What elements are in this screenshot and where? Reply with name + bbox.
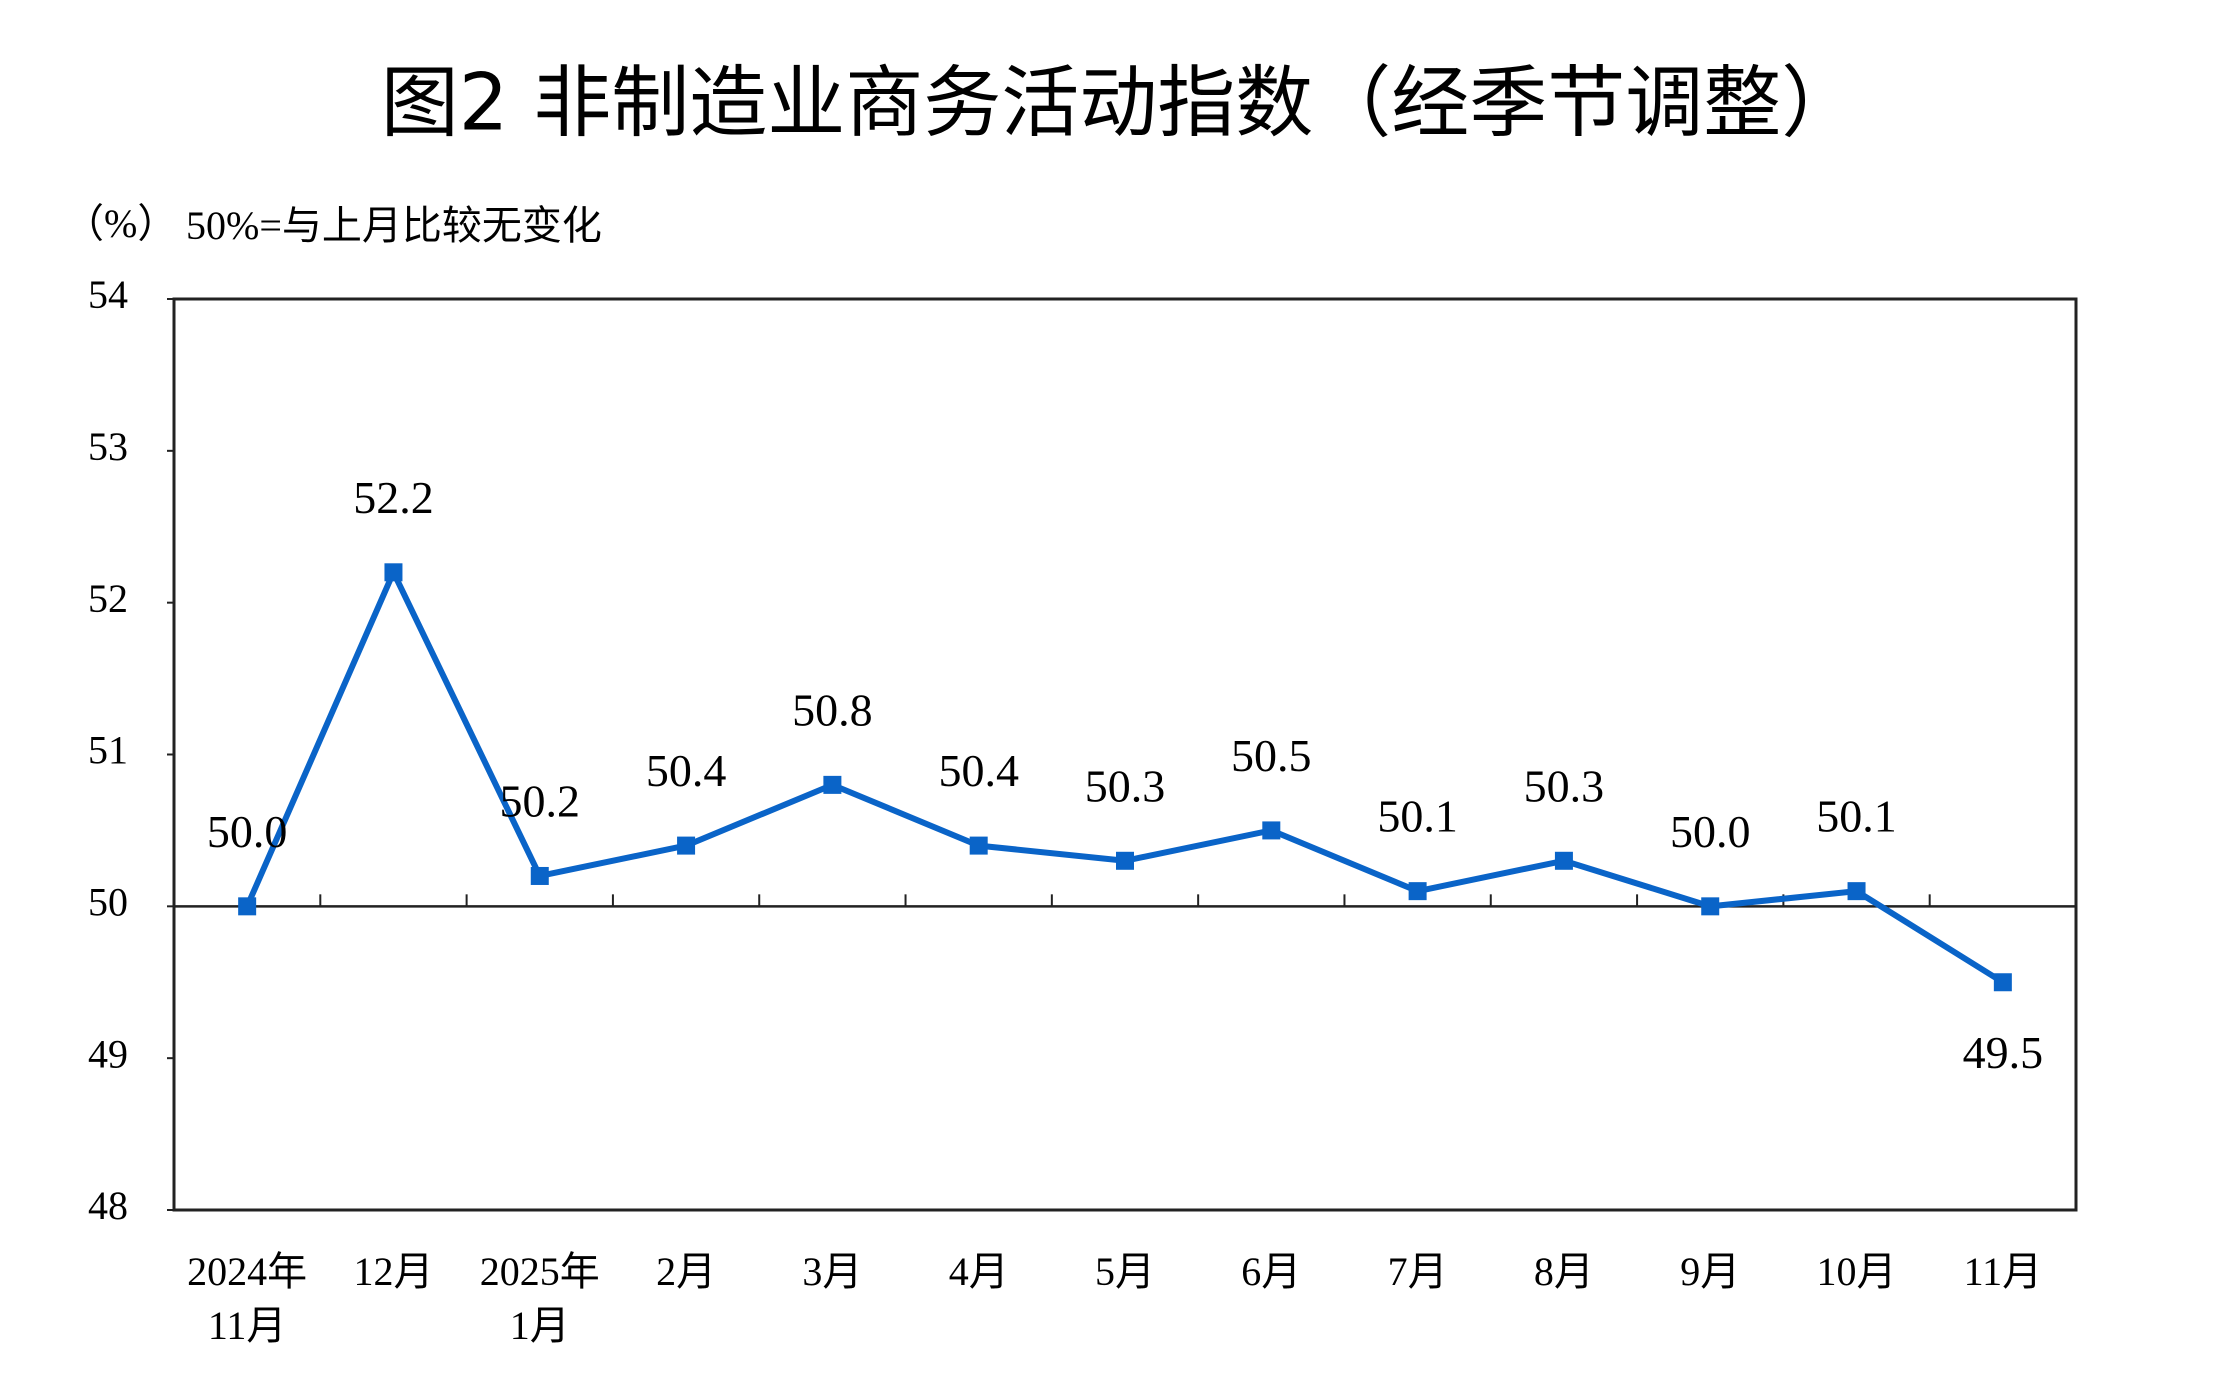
note: 50%=与上月比较无变化 (186, 203, 602, 248)
value-label: 50.4 (646, 745, 727, 796)
point (530, 866, 549, 885)
point (1993, 973, 2012, 992)
x-tick-label: 5月 (1095, 1249, 1155, 1294)
value-label: 49.5 (1963, 1027, 2044, 1078)
chart-title: 图2 非制造业商务活动指数（经季节调整） (381, 58, 1859, 148)
value-label: 50.1 (1377, 791, 1458, 842)
x-tick-label: 11月 (1964, 1249, 2043, 1294)
y-axis-label: （%） (64, 201, 177, 246)
x-tick-label: 12月 (353, 1249, 433, 1294)
value-label: 50.8 (792, 684, 873, 735)
value-label: 50.0 (207, 806, 288, 857)
y-tick-label: 48 (88, 1183, 128, 1228)
point (969, 836, 988, 855)
point (238, 897, 257, 916)
value-label: 50.3 (1085, 760, 1166, 811)
point (1554, 851, 1573, 870)
x-tick-label: 8月 (1534, 1249, 1594, 1294)
x-tick-label: 7月 (1388, 1249, 1448, 1294)
y-tick-label: 54 (88, 272, 128, 317)
x-tick-label: 2024年 11月 (187, 1249, 307, 1348)
value-label: 50.3 (1524, 760, 1605, 811)
x-tick-label: 2月 (656, 1249, 716, 1294)
value-label: 52.2 (353, 472, 434, 523)
point (1701, 897, 1720, 916)
point (1116, 851, 1134, 870)
value-label: 50.5 (1231, 730, 1312, 781)
value-label: 50.1 (1816, 791, 1897, 842)
x-tick-label: 10月 (1817, 1249, 1897, 1294)
x-tick-label: 2025年 1月 (480, 1249, 600, 1348)
point (677, 836, 696, 855)
x-tick-label: 6月 (1241, 1249, 1301, 1294)
x-tick-label: 3月 (802, 1249, 862, 1294)
y-tick-label: 51 (88, 728, 128, 773)
y-tick-label: 50 (88, 880, 128, 925)
point (1408, 882, 1427, 901)
point (1847, 882, 1866, 901)
value-label: 50.4 (938, 745, 1019, 796)
value-label: 50.0 (1670, 806, 1751, 857)
y-tick-label: 49 (88, 1031, 128, 1076)
point (823, 775, 842, 794)
point (1262, 821, 1281, 840)
y-tick-label: 52 (88, 576, 128, 621)
x-tick-label: 9月 (1680, 1249, 1740, 1294)
point (384, 563, 403, 582)
value-label: 50.2 (500, 776, 581, 827)
x-tick-label: 4月 (949, 1249, 1009, 1294)
y-tick-label: 53 (88, 424, 128, 469)
